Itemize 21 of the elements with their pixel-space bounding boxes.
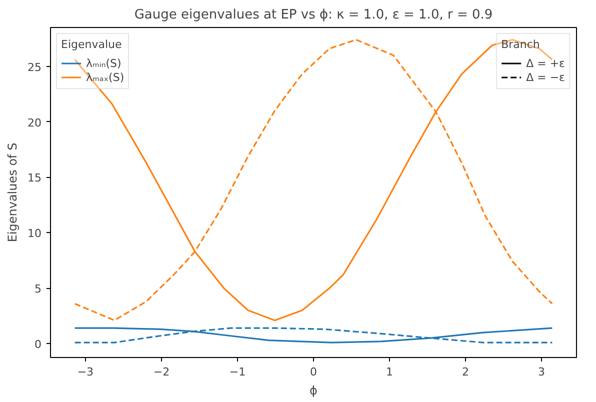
y-tick-label: 15 xyxy=(28,172,42,185)
chart-title: Gauge eigenvalues at EP vs ϕ: κ = 1.0, ε = 1.0, r = 0.9 xyxy=(134,8,493,22)
x-tick-label: −3 xyxy=(77,366,94,378)
y-tick-label: 0 xyxy=(34,338,42,352)
x-tick-label: 2 xyxy=(462,366,470,378)
y-axis-title: Eigenvalues of S xyxy=(6,142,20,242)
annotation: Δ = −ε xyxy=(526,70,565,84)
x-tick-label: −2 xyxy=(153,366,170,378)
annotation: Δ = +ε xyxy=(526,56,565,70)
y-tick-label: 10 xyxy=(28,227,42,240)
x-axis-title: ϕ xyxy=(310,384,318,398)
x-tick-label: −1 xyxy=(229,366,246,378)
x-tick-label: 0 xyxy=(310,366,317,378)
line-series xyxy=(74,327,553,344)
legend-label: λₘᵢₙ(S) xyxy=(86,56,122,70)
legend-title: Eigenvalue xyxy=(61,38,123,51)
y-tick-label: 20 xyxy=(28,116,42,130)
x-tick-label: 1 xyxy=(386,366,394,378)
y-tick-label: 25 xyxy=(28,60,42,74)
x-tick-label: 3 xyxy=(538,366,546,378)
y-tick-label: 5 xyxy=(34,282,42,296)
